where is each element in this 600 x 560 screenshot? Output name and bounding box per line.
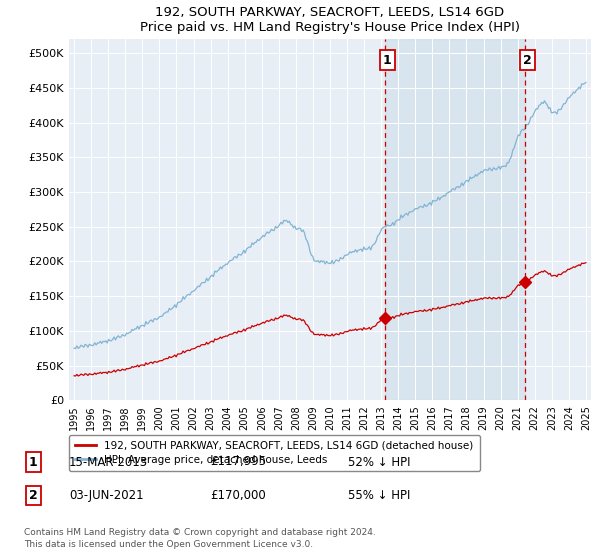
Text: 55% ↓ HPI: 55% ↓ HPI: [348, 489, 410, 502]
Bar: [385, 39, 525, 400]
Text: £117,995: £117,995: [210, 455, 266, 469]
Text: Contains HM Land Registry data © Crown copyright and database right 2024.
This d: Contains HM Land Registry data © Crown c…: [24, 528, 376, 549]
Text: £170,000: £170,000: [210, 489, 266, 502]
Text: 1: 1: [29, 455, 37, 469]
Text: 1: 1: [383, 54, 392, 67]
Title: 192, SOUTH PARKWAY, SEACROFT, LEEDS, LS14 6GD
Price paid vs. HM Land Registry's : 192, SOUTH PARKWAY, SEACROFT, LEEDS, LS1…: [140, 6, 520, 34]
Text: 15-MAR-2013: 15-MAR-2013: [69, 455, 148, 469]
Text: 2: 2: [523, 54, 532, 67]
Legend: 192, SOUTH PARKWAY, SEACROFT, LEEDS, LS14 6GD (detached house), HPI: Average pri: 192, SOUTH PARKWAY, SEACROFT, LEEDS, LS1…: [69, 435, 480, 471]
Text: 03-JUN-2021: 03-JUN-2021: [69, 489, 143, 502]
Text: 52% ↓ HPI: 52% ↓ HPI: [348, 455, 410, 469]
Text: 2: 2: [29, 489, 37, 502]
